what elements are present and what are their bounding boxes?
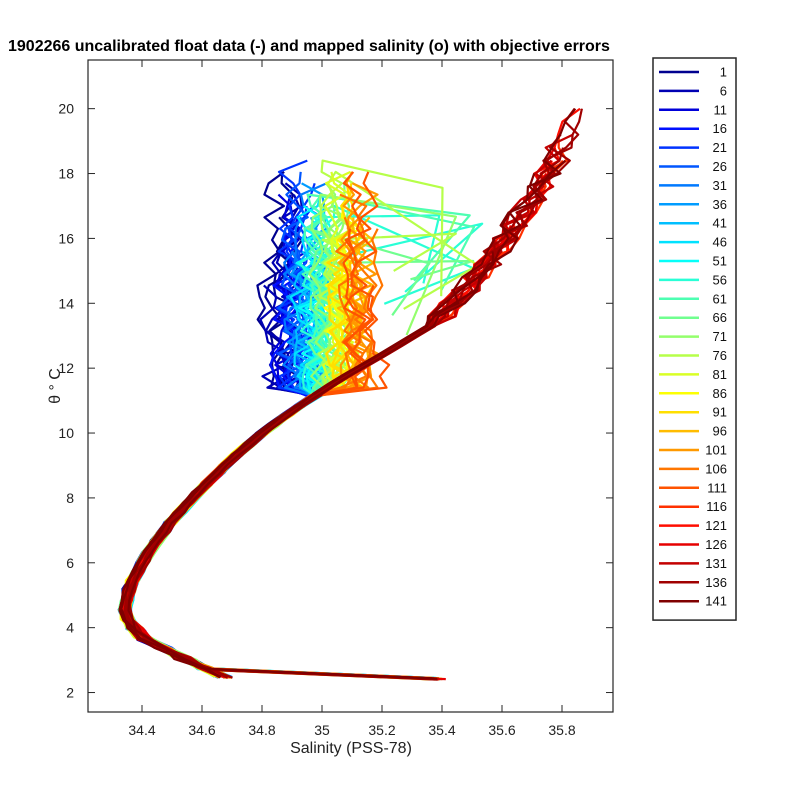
legend-entry-label: 121 bbox=[705, 518, 727, 533]
legend-entry-label: 81 bbox=[713, 367, 727, 382]
y-tick-label: 12 bbox=[58, 360, 74, 376]
legend-entry-label: 21 bbox=[713, 140, 727, 155]
y-tick-label: 18 bbox=[58, 166, 74, 182]
profile-line bbox=[124, 147, 565, 681]
profile-line bbox=[122, 284, 436, 680]
y-tick-label: 20 bbox=[58, 101, 74, 117]
y-axis-ticks: 2 4 6 8 10 12 14 16 18 20 bbox=[58, 101, 613, 701]
y-tick-label: 6 bbox=[66, 555, 74, 571]
profile-line bbox=[128, 171, 372, 679]
profile-line bbox=[120, 273, 431, 680]
x-tick-label: 35.2 bbox=[368, 722, 395, 738]
profile-line bbox=[123, 273, 434, 680]
y-tick-label: 14 bbox=[58, 295, 74, 311]
profile-line bbox=[120, 239, 434, 680]
profile-line bbox=[119, 194, 437, 680]
x-axis-label: Salinity (PSS-78) bbox=[290, 740, 412, 757]
legend-entry-label: 106 bbox=[705, 461, 727, 476]
legend-entry-label: 46 bbox=[713, 235, 727, 250]
legend-entry-label: 96 bbox=[713, 424, 727, 439]
x-tick-label: 35 bbox=[314, 722, 330, 738]
legend-entry-label: 71 bbox=[713, 329, 727, 344]
profile-curves bbox=[117, 107, 583, 681]
y-tick-label: 8 bbox=[66, 490, 74, 506]
profile-line bbox=[126, 147, 556, 679]
profile-line bbox=[126, 216, 317, 679]
y-tick-label: 4 bbox=[66, 620, 74, 636]
profile-line bbox=[123, 273, 435, 680]
legend-entry-label: 56 bbox=[713, 272, 727, 287]
profile-line bbox=[122, 227, 434, 680]
x-tick-label: 35.4 bbox=[428, 722, 455, 738]
x-tick-label: 34.8 bbox=[248, 722, 275, 738]
legend-entry-label: 31 bbox=[713, 178, 727, 193]
profile-line bbox=[124, 227, 431, 678]
y-tick-label: 16 bbox=[58, 230, 74, 246]
legend-entry-label: 11 bbox=[714, 102, 728, 117]
legend-entry-label: 6 bbox=[720, 83, 727, 98]
legend-entry-label: 26 bbox=[713, 159, 727, 174]
profile-line bbox=[121, 194, 433, 680]
plot-area-frame bbox=[87, 59, 614, 713]
profile-line bbox=[122, 193, 476, 678]
y-tick-label: 2 bbox=[66, 685, 74, 701]
profile-line bbox=[129, 261, 328, 679]
profile-line bbox=[123, 182, 436, 681]
x-tick-label: 35.6 bbox=[488, 722, 515, 738]
profile-line bbox=[119, 182, 428, 680]
profile-line bbox=[120, 193, 435, 680]
legend-entry-label: 131 bbox=[705, 556, 727, 571]
profile-line bbox=[127, 173, 543, 680]
profile-line bbox=[123, 273, 433, 680]
legend-entry-label: 76 bbox=[713, 348, 727, 363]
profile-line bbox=[123, 216, 318, 679]
legend-entry-label: 116 bbox=[706, 499, 727, 514]
legend-entry-label: 66 bbox=[713, 310, 727, 325]
profile-line bbox=[120, 170, 479, 678]
profile-line bbox=[125, 228, 434, 681]
legend-entry-label: 1 bbox=[720, 65, 727, 80]
legend: 1611162126313641465156616671768186919610… bbox=[652, 57, 737, 621]
profile-line bbox=[122, 295, 316, 679]
legend-entry-label: 126 bbox=[705, 537, 727, 552]
x-tick-label: 34.6 bbox=[188, 722, 215, 738]
y-tick-label: 10 bbox=[58, 425, 74, 441]
legend-entry-label: 141 bbox=[705, 594, 727, 609]
legend-entry-label: 51 bbox=[713, 254, 727, 269]
legend-entry-label: 41 bbox=[713, 216, 727, 231]
chart-title: 1902266 uncalibrated float data (-) and … bbox=[8, 38, 610, 55]
legend-entry-label: 91 bbox=[713, 405, 727, 420]
profile-line bbox=[129, 216, 322, 678]
legend-entry-label: 36 bbox=[713, 197, 727, 212]
y-axis-label: θ ° C bbox=[47, 368, 64, 404]
legend-entry-label: 101 bbox=[705, 443, 727, 458]
x-axis-ticks: 34.4 34.6 34.8 35 35.2 35.4 35.6 35.8 bbox=[128, 60, 576, 738]
legend-entry-label: 61 bbox=[713, 291, 727, 306]
x-tick-label: 35.8 bbox=[548, 722, 575, 738]
legend-entry-label: 16 bbox=[713, 121, 727, 136]
x-tick-label: 34.4 bbox=[128, 722, 155, 738]
profile-line bbox=[128, 108, 583, 679]
legend-entry-label: 86 bbox=[713, 386, 727, 401]
profile-line bbox=[120, 159, 567, 678]
legend-entry-label: 111 bbox=[707, 480, 727, 495]
legend-entry-label: 136 bbox=[705, 575, 727, 590]
